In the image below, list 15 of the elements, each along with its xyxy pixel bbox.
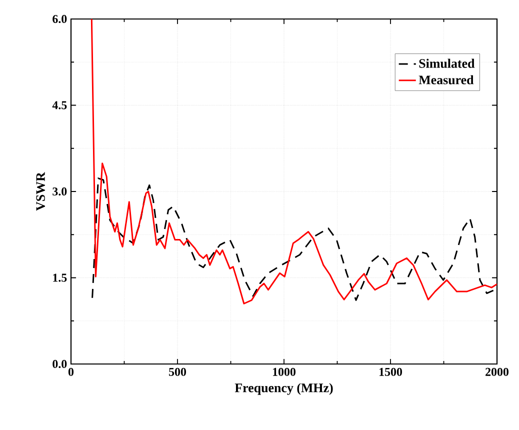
legend-label: Measured: [418, 75, 474, 84]
y-tick-label: 3.0: [52, 187, 67, 196]
y-tick-label: 1.5: [53, 274, 67, 282]
y-tick-label: 4.5: [52, 101, 67, 110]
x-axis-title: Frequency (MHz): [234, 383, 333, 395]
y-axis-title: VSWR: [36, 172, 46, 211]
x-tick-label: 0: [68, 368, 74, 376]
x-tick-label: 2000: [486, 368, 508, 376]
x-tick-label: 1500: [380, 368, 402, 376]
legend-label: Simulated: [419, 58, 475, 68]
x-tick-label: 1000: [273, 368, 296, 376]
y-tick-label: 6.0: [52, 14, 67, 24]
y-tick-label: 0.0: [52, 360, 67, 368]
x-tick-label: 500: [169, 368, 186, 376]
line-series: [90, 19, 498, 304]
